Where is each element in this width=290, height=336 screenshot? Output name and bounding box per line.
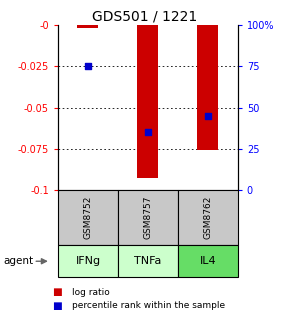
Bar [137,25,158,178]
Bar [197,25,218,150]
Text: GSM8762: GSM8762 [203,196,212,239]
Text: GSM8757: GSM8757 [143,196,153,239]
Bar [77,25,98,29]
Text: ■: ■ [52,287,62,297]
Text: GSM8752: GSM8752 [84,196,93,239]
Text: GDS501 / 1221: GDS501 / 1221 [93,9,197,24]
Text: TNFa: TNFa [134,256,162,266]
Text: agent: agent [3,256,33,266]
Text: IFNg: IFNg [75,256,101,266]
Point [206,113,210,119]
Text: IL4: IL4 [200,256,216,266]
Text: percentile rank within the sample: percentile rank within the sample [72,301,226,310]
Point [146,130,150,135]
Text: log ratio: log ratio [72,288,110,297]
Point [86,64,90,69]
Text: ■: ■ [52,301,62,311]
